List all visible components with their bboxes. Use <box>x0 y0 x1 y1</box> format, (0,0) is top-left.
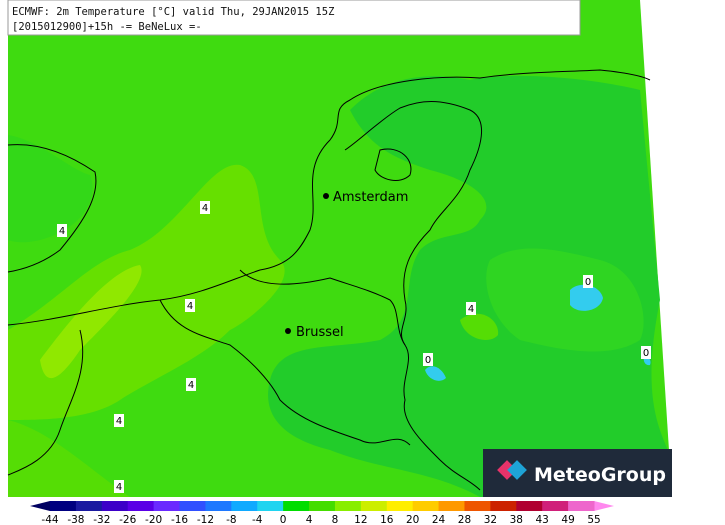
colorbar-segment <box>438 501 465 511</box>
colorbar-segment <box>50 501 77 511</box>
contour-label: 0 <box>425 355 431 366</box>
colorbar-segment <box>179 501 206 511</box>
map-area <box>7 0 672 498</box>
colorbar-segment <box>283 501 310 511</box>
city-label: Brussel <box>296 325 344 340</box>
colorbar-tick-label: -16 <box>171 514 188 525</box>
colorbar-tick-label: -32 <box>93 514 110 525</box>
colorbar-segment <box>101 501 129 511</box>
city-label: Amsterdam <box>333 190 408 205</box>
contour-label: 4 <box>188 380 194 391</box>
contour-label-box <box>57 224 67 237</box>
colorbar-tick-label: -20 <box>145 514 162 525</box>
colorbar-tick-label: 32 <box>484 514 497 525</box>
colorbar-tick-label: -26 <box>119 514 136 525</box>
colorbar-tick-label: 55 <box>587 514 600 525</box>
contour-label: 4 <box>468 304 474 315</box>
contour-label-box <box>114 480 124 493</box>
colorbar-segment <box>75 501 103 511</box>
header-line: ECMWF: 2m Temperature [°C] valid Thu, 29… <box>12 6 334 18</box>
contour-label: 4 <box>59 226 65 237</box>
colorbar-tick-label: 0 <box>280 514 287 525</box>
contour-label: 0 <box>643 348 649 359</box>
contour-label: 4 <box>116 482 122 493</box>
contour-label: 4 <box>116 416 122 427</box>
contour-label: 0 <box>585 277 591 288</box>
colorbar-tick-label: -8 <box>226 514 236 525</box>
colorbar-segment <box>153 501 181 511</box>
colorbar-tick-label: 28 <box>458 514 471 525</box>
contour-label-box <box>114 414 124 427</box>
city-dot <box>285 328 291 334</box>
colorbar-segment <box>568 501 595 511</box>
colorbar-segment <box>412 501 440 511</box>
contour-label-box <box>423 353 433 366</box>
contour-label-box <box>186 378 196 391</box>
colorbar-segment <box>257 501 284 511</box>
colorbar-segment <box>490 501 517 511</box>
city-dot <box>323 193 329 199</box>
colorbar-tick-label: 49 <box>561 514 574 525</box>
colorbar-tick-label: 24 <box>432 514 446 525</box>
colorbar-segment <box>516 501 543 511</box>
logo: MeteoGroup <box>483 449 672 497</box>
colorbar-segment <box>360 501 388 511</box>
colorbar-segment <box>464 501 491 511</box>
colorbar-tick-label: -12 <box>197 514 214 525</box>
colorbar-segment <box>205 501 232 511</box>
colorbar-segment <box>309 501 336 511</box>
colorbar-tick-label: -4 <box>252 514 263 525</box>
contour-label: 4 <box>187 301 193 312</box>
colorbar-tick-label: 12 <box>354 514 367 525</box>
colorbar-segment <box>231 501 258 511</box>
contour-label-box <box>641 346 651 359</box>
header-box <box>7 0 581 36</box>
colorbar-tick-label: 38 <box>510 514 523 525</box>
colorbar-segment <box>334 501 362 511</box>
colorbar-tick-label: 16 <box>380 514 394 525</box>
colorbar-tick-label: 43 <box>536 514 549 525</box>
logo-text: MeteoGroup <box>534 464 666 486</box>
colorbar-tick-label: -44 <box>41 514 58 525</box>
contour-label-box <box>466 302 476 315</box>
contour-label-box <box>185 299 195 312</box>
colorbar-segment <box>542 501 569 511</box>
contour-label-box <box>583 275 593 288</box>
colorbar-tick-label: 4 <box>306 514 313 525</box>
colorbar-tick-label: 20 <box>406 514 419 525</box>
colorbar-segment <box>386 501 414 511</box>
contour-label: 4 <box>202 203 208 214</box>
contour-label-box <box>200 201 210 214</box>
colorbar-segment <box>127 501 155 511</box>
colorbar-tick-label: 8 <box>332 514 339 525</box>
colorbar <box>30 501 614 511</box>
header-line: [2015012900]+15h -= BeNeLux =- <box>12 21 202 33</box>
colorbar-tick-label: -38 <box>67 514 84 525</box>
